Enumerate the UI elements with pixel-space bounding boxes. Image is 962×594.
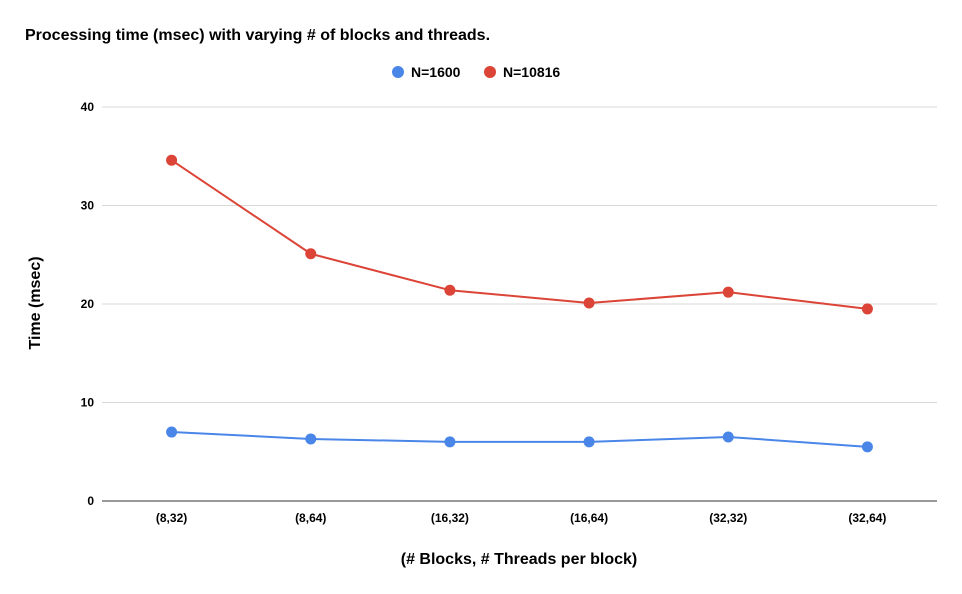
y-tick-label: 20	[81, 297, 95, 311]
y-tick-label: 0	[87, 494, 94, 508]
y-tick-label: 40	[81, 100, 95, 114]
data-point	[722, 286, 734, 298]
legend-marker-n10816	[484, 66, 496, 78]
x-tick-label: (16,64)	[570, 511, 608, 525]
series-line	[171, 431, 868, 448]
data-point	[861, 303, 873, 315]
x-tick-label: (8,32)	[156, 511, 187, 525]
data-point	[861, 441, 873, 453]
data-point	[583, 436, 595, 448]
data-point	[305, 248, 317, 260]
y-axis-ticks: 0 10 20 30 40	[81, 100, 95, 508]
data-point	[444, 284, 456, 296]
x-tick-label: (8,64)	[295, 511, 326, 525]
series	[166, 154, 873, 453]
y-tick-label: 30	[81, 199, 95, 213]
legend: N=1600 N=10816	[392, 64, 560, 80]
x-tick-label: (32,32)	[709, 511, 747, 525]
y-tick-label: 10	[81, 396, 95, 410]
series-line	[171, 159, 868, 310]
x-axis-ticks: (8,32) (8,64) (16,32) (16,64) (32,32) (32,64)	[156, 511, 887, 525]
gridlines	[102, 106, 937, 403]
data-point	[166, 426, 178, 438]
legend-label-n1600: N=1600	[411, 64, 461, 80]
data-point	[166, 154, 178, 166]
data-point	[305, 433, 317, 445]
chart-title: Processing time (msec) with varying # of…	[25, 27, 490, 44]
x-tick-label: (16,32)	[431, 511, 469, 525]
data-point	[583, 297, 595, 309]
y-axis-title: Time (msec)	[27, 256, 44, 349]
legend-marker-n1600	[392, 66, 404, 78]
x-axis-title: (# Blocks, # Threads per block)	[401, 551, 638, 568]
legend-label-n10816: N=10816	[503, 64, 560, 80]
data-point	[444, 436, 456, 448]
series-1	[166, 154, 873, 315]
data-point	[722, 431, 734, 443]
x-tick-label: (32,64)	[848, 511, 886, 525]
series-0	[166, 426, 873, 453]
